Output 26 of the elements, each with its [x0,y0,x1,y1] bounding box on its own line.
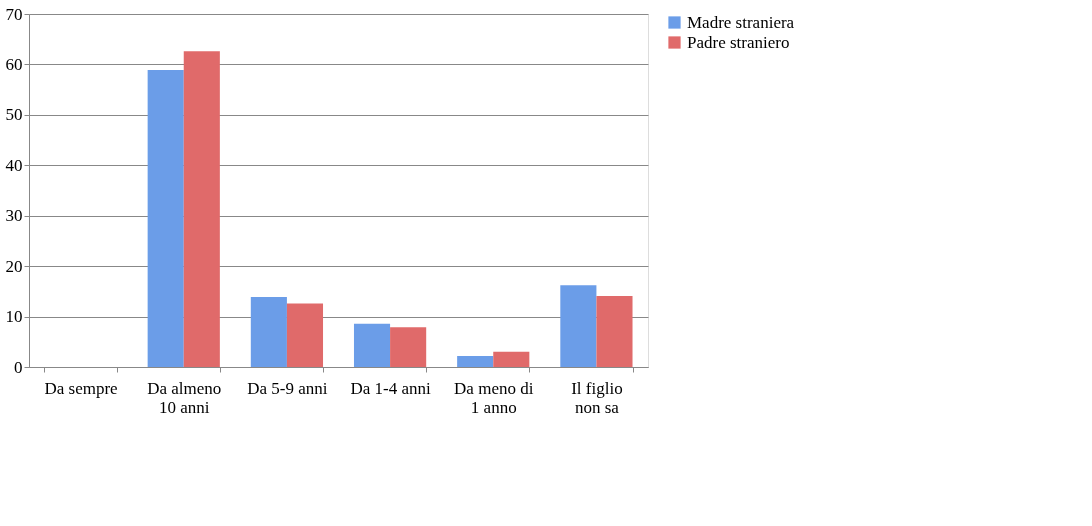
bar [390,327,427,367]
bar [457,355,494,367]
legend-label: Padre straniero [687,32,790,52]
y-tick-label: 50 [5,105,23,125]
y-tick-label: 30 [5,206,23,226]
y-tick-label: 20 [5,256,23,276]
y-tick-label: 60 [5,54,23,74]
y-tick-label: 0 [14,357,23,377]
x-tick-label: Da 5-9 anni [247,378,328,398]
y-tick-label: 40 [5,155,23,175]
y-tick-label: 10 [5,307,23,327]
legend-label: Madre straniera [687,12,795,32]
x-tick-label: Il figlio non sa [571,378,623,417]
bar [493,351,530,367]
bar [147,69,184,367]
bar [286,303,324,367]
x-tick-label: Da almeno 10 anni [147,378,222,417]
bar [250,296,287,367]
bar [596,295,633,367]
y-tick-label: 70 [5,4,23,24]
x-tick-label: Da sempre [44,378,118,398]
x-tick-label: Da meno di 1 anno [454,378,534,417]
bar [183,51,220,367]
bar [353,323,391,367]
bar [560,285,597,367]
x-tick-label: Da 1-4 anni [350,378,431,398]
